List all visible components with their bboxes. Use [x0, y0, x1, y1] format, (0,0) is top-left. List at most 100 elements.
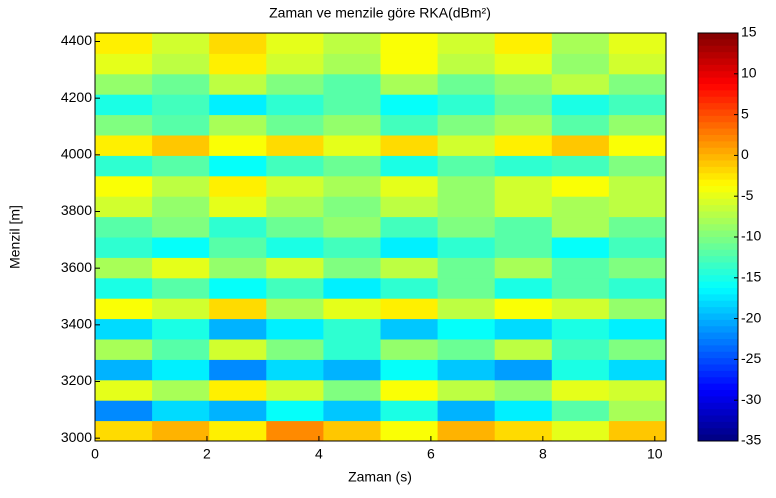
heat-cell [323, 400, 381, 422]
y-tick-label: 3600 [61, 259, 92, 275]
x-axis-label: Zaman (s) [348, 469, 412, 485]
heat-cell [323, 94, 381, 116]
heat-cell [266, 277, 324, 299]
heat-cell [152, 53, 210, 75]
colorbar-swatch [698, 109, 738, 117]
heat-cell [437, 135, 496, 156]
heat-cell [437, 73, 496, 95]
heat-cell [323, 155, 381, 177]
heat-cell [323, 114, 381, 136]
colorbar-swatch [698, 428, 738, 436]
heat-cell [323, 237, 381, 258]
colorbar-swatch [698, 96, 738, 104]
colorbar-swatch [698, 319, 738, 327]
heat-cell [494, 237, 553, 258]
heat-cell [551, 53, 610, 75]
heat-cell [380, 379, 439, 401]
heat-cell [323, 339, 381, 360]
heat-cell [152, 237, 210, 258]
heat-cell [266, 155, 324, 177]
heat-cell [323, 298, 381, 320]
heat-cell [608, 400, 667, 422]
heat-cell [608, 359, 667, 381]
y-tick-label: 4000 [61, 146, 92, 162]
heat-cell [551, 400, 610, 422]
colorbar-swatch [698, 294, 738, 302]
heat-cell [266, 298, 324, 320]
heat-cell [437, 379, 496, 401]
heat-cell [551, 277, 610, 299]
y-axis-label: Menzil [m] [7, 205, 23, 269]
colorbar-swatch [698, 141, 738, 149]
heat-cell [209, 135, 267, 156]
x-tick-label: 0 [91, 446, 99, 462]
heat-cell [266, 33, 324, 54]
y-tick-label: 3800 [61, 202, 92, 218]
colorbar-swatch [698, 326, 738, 334]
heat-cell [608, 257, 667, 279]
colorbar-swatch [698, 415, 738, 423]
heat-cell [266, 94, 324, 116]
heat-cell [266, 318, 324, 340]
heat-cell [323, 257, 381, 279]
colorbar-tick-label: -30 [741, 391, 761, 407]
heat-cell [266, 216, 324, 238]
heat-cell [494, 359, 553, 381]
heat-cell [380, 420, 439, 442]
x-tick-label: 2 [203, 446, 211, 462]
heat-cell [551, 155, 610, 177]
heat-cell [209, 420, 267, 442]
heat-cell [95, 400, 153, 422]
colorbar-swatch [698, 135, 738, 142]
heat-cell [95, 216, 153, 238]
plot-frame [94, 32, 667, 442]
colorbar-swatch [698, 198, 738, 206]
heat-cell [152, 420, 210, 442]
colorbar-swatch [698, 77, 738, 85]
colorbar-swatch [698, 256, 738, 263]
colorbar-swatch [698, 211, 738, 219]
colorbar-swatch [698, 122, 738, 130]
y-tick-label: 4400 [61, 32, 92, 48]
heat-cell [437, 257, 496, 279]
heat-cell [209, 379, 267, 401]
colorbar-swatch [698, 84, 738, 91]
heat-cell [95, 155, 153, 177]
heat-cell [437, 420, 496, 442]
colorbar-swatch [698, 186, 738, 193]
heat-cell [209, 114, 267, 136]
colorbar-tick-label: 15 [741, 24, 757, 40]
heat-cell [608, 339, 667, 360]
colorbar-tick-label: -25 [741, 350, 761, 366]
colorbar-swatch [698, 147, 738, 155]
heat-cell [494, 53, 553, 75]
colorbar-swatch [698, 268, 738, 276]
heat-cell [437, 339, 496, 360]
heat-cell [266, 135, 324, 156]
heat-cell [551, 298, 610, 320]
heat-cell [494, 277, 553, 299]
heat-cell [266, 339, 324, 360]
y-tick-label: 3200 [61, 372, 92, 388]
heat-cell [266, 73, 324, 95]
heat-cell [608, 216, 667, 238]
heat-cell [608, 155, 667, 177]
heat-cell [380, 155, 439, 177]
heat-cell [494, 94, 553, 116]
colorbar-swatch [698, 39, 738, 47]
colorbar-swatch [698, 307, 738, 314]
heat-cell [380, 33, 439, 54]
heat-cell [266, 379, 324, 401]
heat-cell [95, 73, 153, 95]
heat-cell [209, 94, 267, 116]
heat-cell [380, 73, 439, 95]
heat-cell [551, 257, 610, 279]
x-tick-label: 4 [315, 446, 323, 462]
heat-cell [323, 379, 381, 401]
heat-cell [152, 135, 210, 156]
heat-cell [551, 216, 610, 238]
heat-cell [494, 114, 553, 136]
colorbar-swatch [698, 154, 738, 161]
heat-cell [209, 359, 267, 381]
